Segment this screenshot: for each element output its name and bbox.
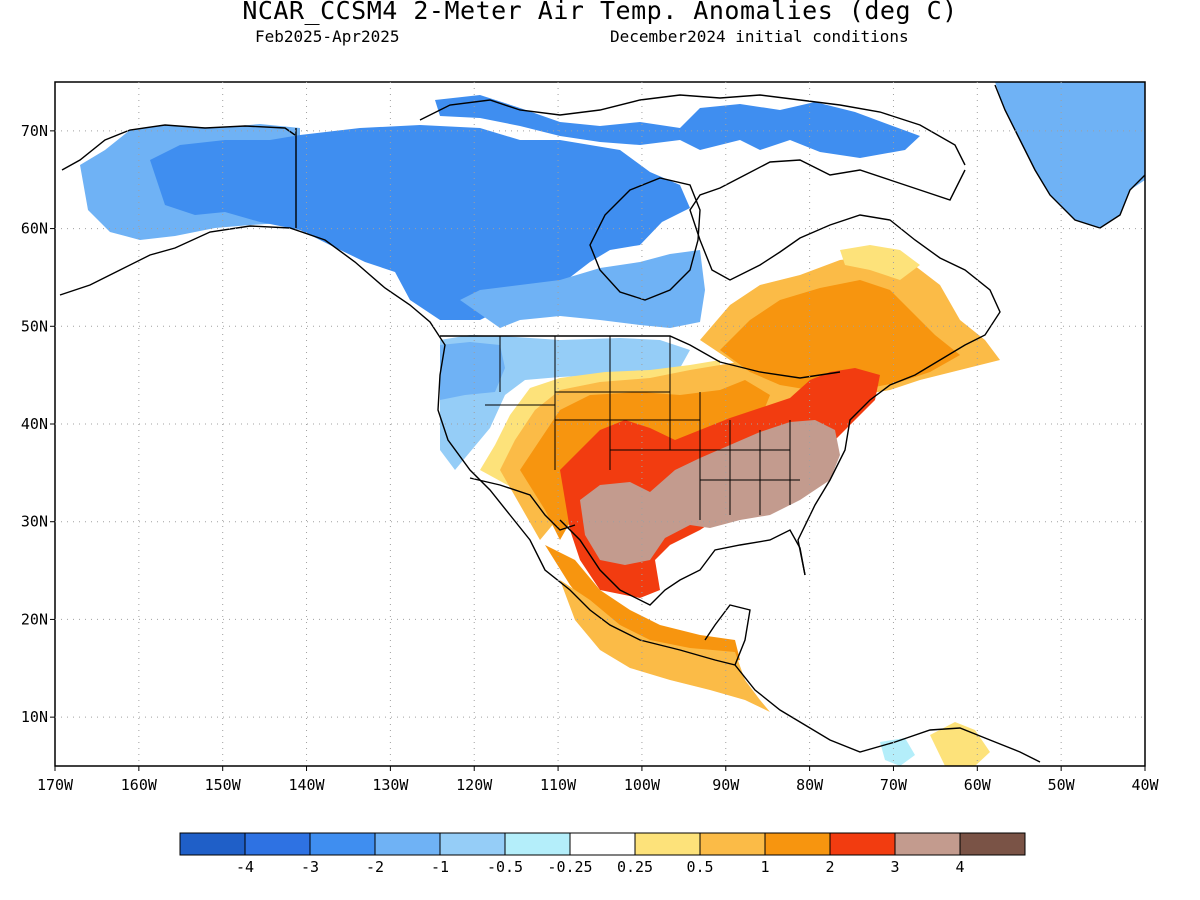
- colorbar-swatch: [569, 832, 636, 856]
- colorbar-label: -0.5: [487, 858, 523, 876]
- lon-tick-label: 100W: [624, 776, 661, 794]
- colorbar-swatch: [764, 832, 831, 856]
- colorbar-label: 0.5: [686, 858, 713, 876]
- coastlines: [59, 84, 1145, 763]
- colorbar-label: 3: [890, 858, 899, 876]
- lat-tick-label: 30N: [21, 513, 48, 531]
- colorbar-label: 1: [760, 858, 769, 876]
- region-canada-deep-cold: [150, 125, 690, 320]
- region-northwest-cold: [440, 342, 505, 400]
- lat-tick-label: 50N: [21, 317, 48, 335]
- colorbar-swatch: [179, 832, 246, 856]
- coastline-greenland: [994, 84, 1145, 229]
- colorbar-swatch: [829, 832, 896, 856]
- forecast-period: Feb2025-Apr2025: [255, 27, 400, 46]
- colorbar-swatch: [244, 832, 311, 856]
- region-north-canada-cool: [460, 250, 705, 328]
- state-borders: [485, 336, 800, 520]
- colorbar-label: 0.25: [617, 858, 653, 876]
- longitude-axis: 170W 160W 150W 140W 130W 120W 110W 100W 90W 80W 70…: [37, 766, 1160, 794]
- region-quebec-orange: [720, 280, 960, 392]
- region-mexico-warm: [545, 545, 740, 665]
- coastline-central-america: [704, 604, 751, 666]
- colorbar-label: -0.25: [547, 858, 592, 876]
- border-us-mexico: [469, 477, 576, 531]
- coastline-north-america: [59, 225, 1041, 763]
- lon-tick-label: 130W: [372, 776, 409, 794]
- lon-tick-label: 150W: [205, 776, 242, 794]
- region-southeast-us-hot: [580, 420, 840, 565]
- colorbar-swatch: [374, 832, 441, 856]
- lat-tick-label: 70N: [21, 122, 48, 140]
- colorbar-swatch: [439, 832, 506, 856]
- region-labrador-light: [840, 245, 920, 280]
- lat-tick-label: 60N: [21, 220, 48, 238]
- map-title: NCAR_CCSM4 2-Meter Air Temp. Anomalies (…: [242, 0, 958, 25]
- anomaly-fields: [80, 82, 1145, 766]
- lat-tick-label: 40N: [21, 415, 48, 433]
- colorbar-swatch: [504, 832, 571, 856]
- lat-tick-label: 20N: [21, 610, 48, 628]
- lon-tick-label: 70W: [880, 776, 908, 794]
- lon-tick-label: 90W: [712, 776, 740, 794]
- coastline-gulf-of-mexico: [559, 519, 806, 606]
- colorbar-label: 2: [825, 858, 834, 876]
- colorbar-swatch: [959, 832, 1026, 856]
- colorbar-swatch: [634, 832, 701, 856]
- colorbar-label: -3: [301, 858, 319, 876]
- initial-conditions: December2024 initial conditions: [610, 27, 909, 46]
- coastline-alaska: [61, 124, 296, 171]
- lon-tick-label: 60W: [964, 776, 992, 794]
- region-caribbean-warm: [930, 722, 990, 766]
- coastline-atlantic: [689, 159, 1001, 576]
- lon-tick-label: 50W: [1048, 776, 1076, 794]
- lon-tick-label: 160W: [121, 776, 158, 794]
- region-canada-arctic-cold: [435, 95, 920, 158]
- lon-tick-label: 170W: [37, 776, 74, 794]
- region-greenland-cool: [995, 82, 1145, 228]
- graticule: [55, 82, 1145, 766]
- border-us-canada: [440, 335, 841, 379]
- colorbar-swatch: [894, 832, 961, 856]
- colorbar-label: -1: [431, 858, 449, 876]
- region-venezuela-cool: [880, 738, 915, 766]
- lat-tick-label: 10N: [21, 708, 48, 726]
- colorbar: -4 -3 -2 -1 -0.5 -0.25 0.25 0.5 1 2 3 4: [179, 832, 1026, 876]
- colorbar-label: -2: [366, 858, 384, 876]
- latitude-axis: 10N 20N 30N 40N 50N 60N 70N: [21, 122, 55, 726]
- colorbar-label: -4: [236, 858, 254, 876]
- lon-tick-label: 140W: [288, 776, 325, 794]
- coastline-arctic-islands: [419, 94, 966, 166]
- colorbar-swatch: [309, 832, 376, 856]
- lon-tick-label: 110W: [540, 776, 577, 794]
- lon-tick-label: 80W: [796, 776, 824, 794]
- coastline-hudson-bay: [589, 177, 701, 301]
- lon-tick-label: 120W: [456, 776, 493, 794]
- colorbar-label: 4: [955, 858, 964, 876]
- lon-tick-label: 40W: [1131, 776, 1159, 794]
- colorbar-swatch: [699, 832, 766, 856]
